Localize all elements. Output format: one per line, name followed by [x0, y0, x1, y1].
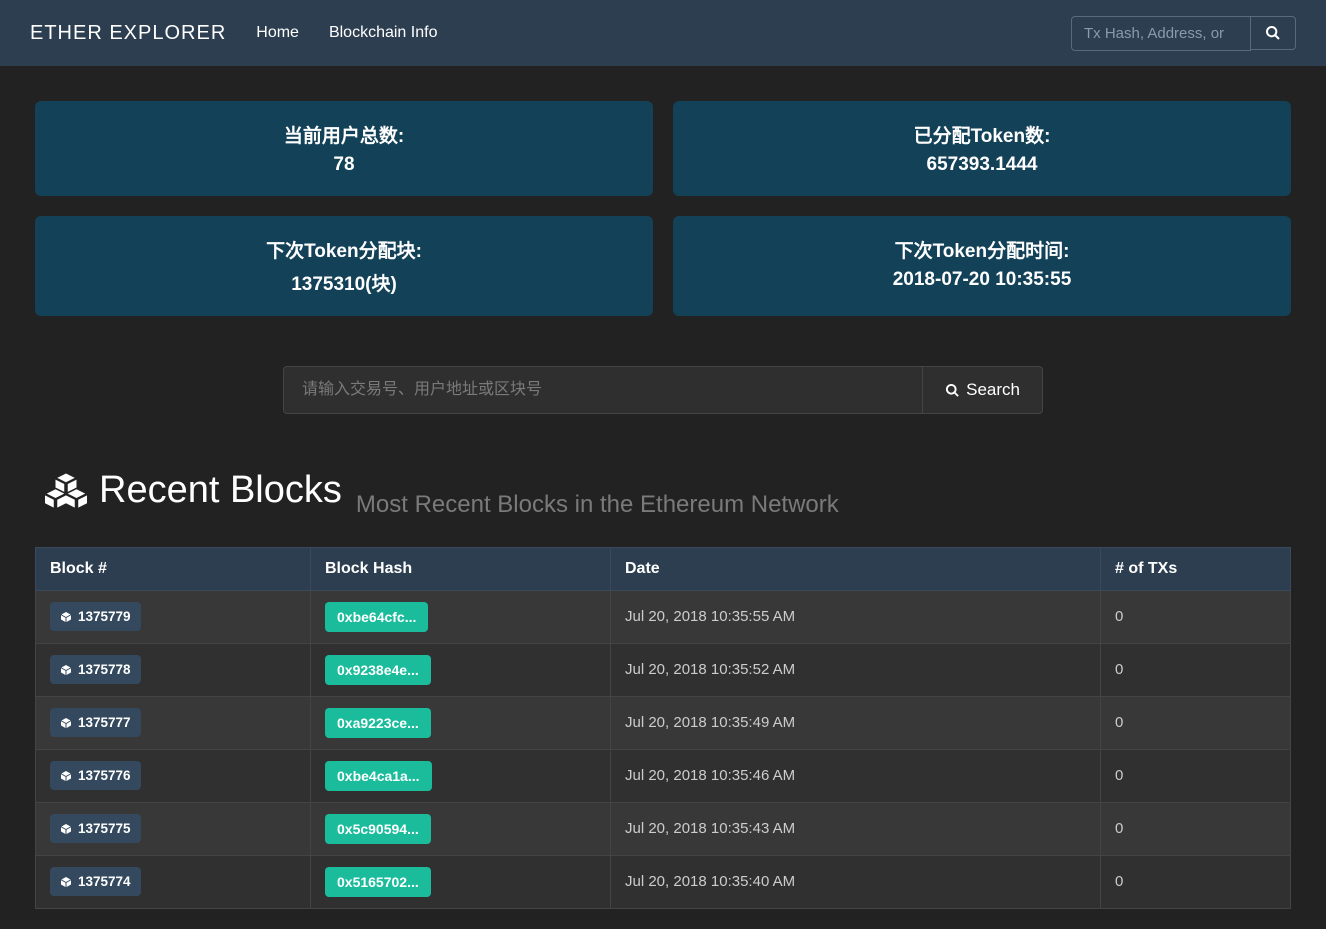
block-number-text: 1375779: [78, 609, 131, 624]
stat-users-label: 当前用户总数:: [55, 121, 633, 148]
main-search-group: Search: [283, 366, 1043, 414]
section-title-text: Recent Blocks: [99, 469, 342, 512]
block-number-text: 1375778: [78, 662, 131, 677]
block-number-text: 1375774: [78, 874, 131, 889]
th-block: Block #: [36, 547, 311, 590]
stat-next-block-label: 下次Token分配块:: [55, 236, 633, 263]
block-txs: 0: [1101, 643, 1291, 696]
block-number-badge[interactable]: 1375774: [50, 867, 141, 896]
block-hash-text: 0x9238e4e...: [337, 662, 419, 678]
search-icon: [945, 383, 960, 398]
block-txs: 0: [1101, 696, 1291, 749]
cube-icon: [60, 611, 72, 623]
stat-card-next-time: 下次Token分配时间: 2018-07-20 10:35:55: [673, 216, 1291, 316]
section-header: Recent Blocks Most Recent Blocks in the …: [35, 469, 1291, 519]
stat-next-time-label: 下次Token分配时间:: [693, 236, 1271, 263]
navbar-search-group: [1071, 16, 1296, 51]
main-search-button-label: Search: [966, 380, 1020, 400]
main-container: 当前用户总数: 78 已分配Token数: 657393.1444 下次Toke…: [0, 66, 1326, 929]
blocks-table: Block # Block Hash Date # of TXs 1375779…: [35, 547, 1291, 909]
section-subtitle: Most Recent Blocks in the Ethereum Netwo…: [356, 491, 839, 519]
main-search-row: Search: [35, 366, 1291, 414]
table-row: 1375778 0x9238e4e... Jul 20, 2018 10:35:52…: [36, 643, 1291, 696]
navbar: ETHER EXPLORER Home Blockchain Info: [0, 0, 1326, 66]
stat-tokens-value: 657393.1444: [693, 154, 1271, 176]
stat-users-value: 78: [55, 154, 633, 176]
block-date: Jul 20, 2018 10:35:46 AM: [611, 749, 1101, 802]
cube-icon: [60, 770, 72, 782]
block-number-badge[interactable]: 1375775: [50, 814, 141, 843]
block-hash-text: 0x5c90594...: [337, 821, 419, 837]
table-header-row: Block # Block Hash Date # of TXs: [36, 547, 1291, 590]
block-number-badge[interactable]: 1375777: [50, 708, 141, 737]
block-date: Jul 20, 2018 10:35:52 AM: [611, 643, 1101, 696]
table-row: 1375779 0xbe64cfc... Jul 20, 2018 10:35:55…: [36, 590, 1291, 643]
table-row: 1375774 0x5165702... Jul 20, 2018 10:35:40…: [36, 855, 1291, 908]
stat-next-time-value: 2018-07-20 10:35:55: [693, 269, 1271, 291]
stat-next-block-value: 1375310(块): [55, 269, 633, 296]
block-txs: 0: [1101, 590, 1291, 643]
cube-icon: [60, 876, 72, 888]
block-hash-badge[interactable]: 0x9238e4e...: [325, 655, 431, 685]
main-search-button[interactable]: Search: [923, 366, 1043, 414]
nav-search-input[interactable]: [1071, 16, 1251, 51]
block-hash-text: 0xbe4ca1a...: [337, 768, 420, 784]
block-date: Jul 20, 2018 10:35:49 AM: [611, 696, 1101, 749]
block-txs: 0: [1101, 749, 1291, 802]
block-hash-text: 0x5165702...: [337, 874, 419, 890]
block-hash-badge[interactable]: 0xbe4ca1a...: [325, 761, 432, 791]
cube-icon: [60, 664, 72, 676]
stat-card-users: 当前用户总数: 78: [35, 101, 653, 196]
nav-search-button[interactable]: [1251, 16, 1296, 50]
stat-card-next-block: 下次Token分配块: 1375310(块): [35, 216, 653, 316]
stat-tokens-label: 已分配Token数:: [693, 121, 1271, 148]
block-hash-badge[interactable]: 0xa9223ce...: [325, 708, 431, 738]
block-hash-badge[interactable]: 0x5165702...: [325, 867, 431, 897]
block-number-badge[interactable]: 1375779: [50, 602, 141, 631]
cube-icon: [60, 823, 72, 835]
block-number-badge[interactable]: 1375776: [50, 761, 141, 790]
nav-blockchain-info-link[interactable]: Blockchain Info: [329, 24, 438, 42]
table-row: 1375775 0x5c90594... Jul 20, 2018 10:35:43…: [36, 802, 1291, 855]
section-title: Recent Blocks: [45, 469, 342, 512]
block-hash-badge[interactable]: 0xbe64cfc...: [325, 602, 428, 632]
block-date: Jul 20, 2018 10:35:55 AM: [611, 590, 1101, 643]
block-hash-text: 0xbe64cfc...: [337, 609, 416, 625]
stat-card-tokens: 已分配Token数: 657393.1444: [673, 101, 1291, 196]
block-number-text: 1375776: [78, 768, 131, 783]
stats-grid: 当前用户总数: 78 已分配Token数: 657393.1444 下次Toke…: [35, 101, 1291, 316]
block-date: Jul 20, 2018 10:35:40 AM: [611, 855, 1101, 908]
navbar-left: ETHER EXPLORER Home Blockchain Info: [30, 22, 437, 45]
block-number-text: 1375775: [78, 821, 131, 836]
block-date: Jul 20, 2018 10:35:43 AM: [611, 802, 1101, 855]
cubes-icon: [45, 470, 87, 512]
main-search-input[interactable]: [283, 366, 923, 414]
block-txs: 0: [1101, 855, 1291, 908]
cube-icon: [60, 717, 72, 729]
th-txs: # of TXs: [1101, 547, 1291, 590]
table-row: 1375777 0xa9223ce... Jul 20, 2018 10:35:49…: [36, 696, 1291, 749]
block-txs: 0: [1101, 802, 1291, 855]
th-hash: Block Hash: [311, 547, 611, 590]
brand-logo[interactable]: ETHER EXPLORER: [30, 22, 226, 45]
block-number-text: 1375777: [78, 715, 131, 730]
block-number-badge[interactable]: 1375778: [50, 655, 141, 684]
nav-home-link[interactable]: Home: [256, 24, 299, 42]
table-row: 1375776 0xbe4ca1a... Jul 20, 2018 10:35:46…: [36, 749, 1291, 802]
block-hash-text: 0xa9223ce...: [337, 715, 419, 731]
th-date: Date: [611, 547, 1101, 590]
block-hash-badge[interactable]: 0x5c90594...: [325, 814, 431, 844]
search-icon: [1265, 25, 1281, 41]
